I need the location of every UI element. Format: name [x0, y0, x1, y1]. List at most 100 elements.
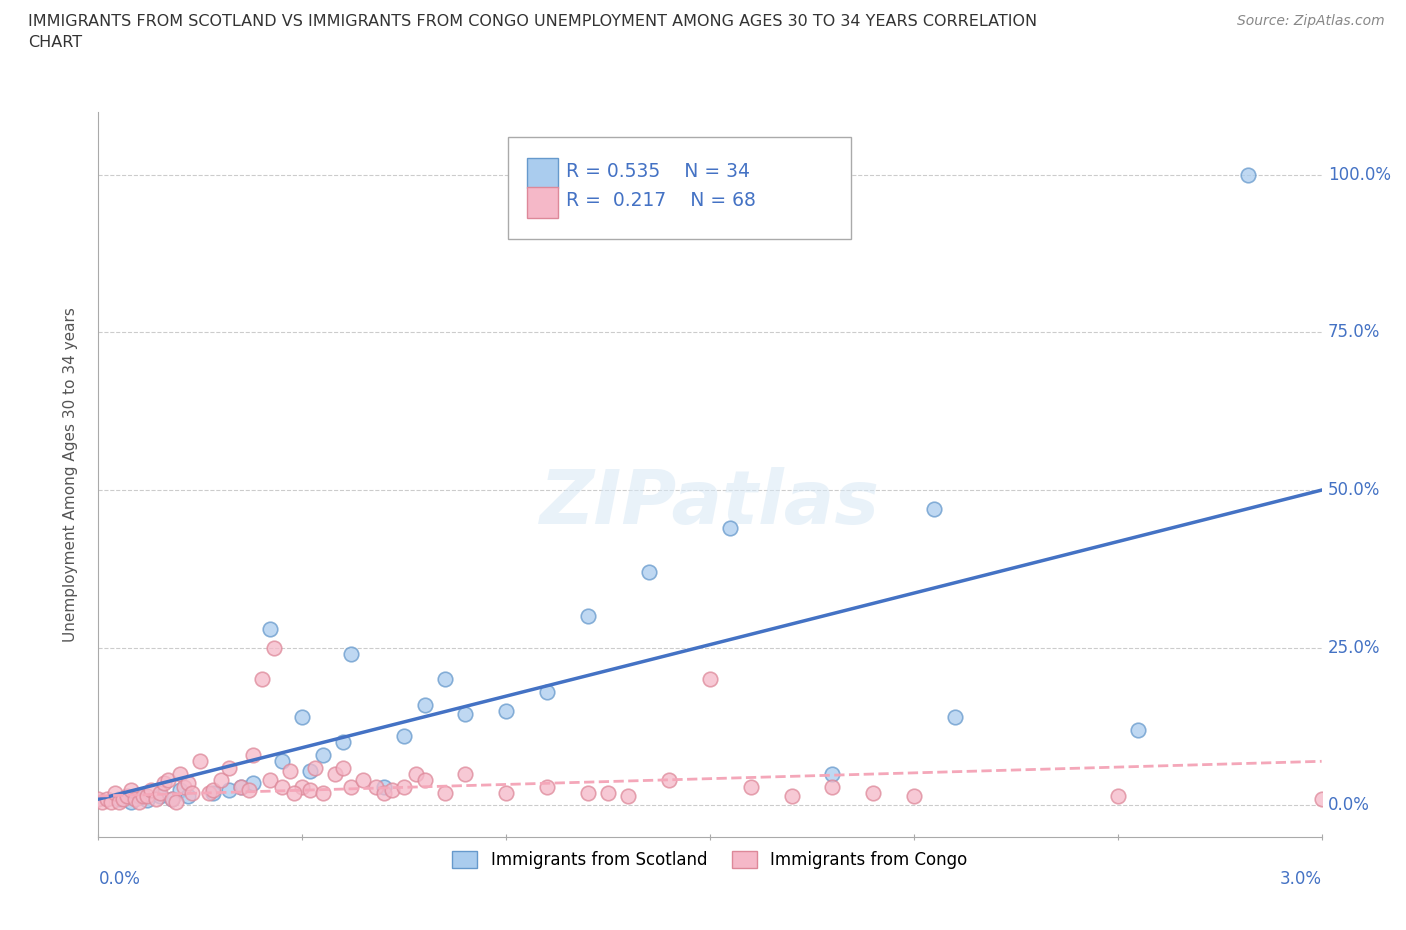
Point	[304, 760, 326, 775]
Point	[495, 703, 517, 718]
Point	[433, 786, 456, 801]
Point	[152, 776, 174, 790]
Text: 0.0%: 0.0%	[98, 870, 141, 887]
Point	[381, 782, 404, 797]
Point	[291, 710, 314, 724]
Point	[495, 786, 517, 801]
Point	[96, 791, 118, 806]
Point	[201, 782, 224, 797]
Point	[108, 791, 131, 806]
Point	[270, 779, 292, 794]
Point	[699, 671, 721, 686]
Point	[263, 641, 285, 656]
Point	[141, 782, 163, 797]
Point	[181, 786, 204, 801]
Point	[229, 779, 253, 794]
Point	[536, 779, 558, 794]
Point	[862, 786, 884, 801]
Point	[124, 791, 146, 806]
Point	[352, 773, 374, 788]
Point	[1126, 723, 1149, 737]
Point	[943, 710, 966, 724]
Point	[299, 764, 322, 778]
Point	[229, 779, 253, 794]
Point	[740, 779, 762, 794]
Point	[259, 621, 281, 636]
Point	[718, 521, 742, 536]
Point	[413, 698, 436, 712]
Point	[160, 791, 183, 806]
Point	[405, 766, 427, 781]
Point	[128, 795, 150, 810]
Point	[637, 565, 661, 579]
Point	[340, 779, 363, 794]
Point	[128, 789, 150, 804]
Point	[1107, 789, 1129, 804]
Point	[115, 789, 138, 804]
Point	[197, 786, 219, 801]
Point	[780, 789, 803, 804]
Point	[576, 609, 599, 624]
Text: 0.0%: 0.0%	[1327, 796, 1369, 815]
Point	[332, 760, 354, 775]
Point	[136, 789, 159, 804]
Point	[373, 786, 395, 801]
Text: 100.0%: 100.0%	[1327, 166, 1391, 184]
Point	[332, 735, 354, 750]
Point	[392, 728, 416, 743]
Point	[218, 760, 240, 775]
Point	[364, 779, 387, 794]
Point	[160, 791, 183, 806]
Point	[100, 795, 122, 810]
Point	[658, 773, 681, 788]
Point	[173, 779, 195, 794]
Legend: Immigrants from Scotland, Immigrants from Congo: Immigrants from Scotland, Immigrants fro…	[446, 844, 974, 876]
Point	[311, 748, 335, 763]
Point	[132, 789, 155, 804]
Point	[156, 773, 179, 788]
Text: 50.0%: 50.0%	[1327, 481, 1381, 499]
Point	[1237, 167, 1260, 182]
Point	[242, 776, 264, 790]
FancyBboxPatch shape	[508, 137, 851, 239]
Point	[91, 795, 114, 810]
Point	[120, 782, 142, 797]
Point	[149, 786, 172, 801]
Text: 25.0%: 25.0%	[1327, 639, 1381, 657]
Point	[1310, 791, 1333, 806]
Point	[340, 646, 363, 661]
Point	[903, 789, 925, 804]
Point	[454, 766, 477, 781]
Point	[596, 786, 619, 801]
Text: Source: ZipAtlas.com: Source: ZipAtlas.com	[1237, 14, 1385, 28]
FancyBboxPatch shape	[527, 158, 558, 189]
Point	[242, 748, 264, 763]
Y-axis label: Unemployment Among Ages 30 to 34 years: Unemployment Among Ages 30 to 34 years	[63, 307, 77, 642]
Point	[145, 791, 167, 806]
Point	[111, 791, 134, 806]
Point	[238, 782, 260, 797]
Point	[250, 671, 273, 686]
Point	[311, 786, 335, 801]
Point	[165, 795, 187, 810]
Text: 3.0%: 3.0%	[1279, 870, 1322, 887]
Text: IMMIGRANTS FROM SCOTLAND VS IMMIGRANTS FROM CONGO UNEMPLOYMENT AMONG AGES 30 TO : IMMIGRANTS FROM SCOTLAND VS IMMIGRANTS F…	[28, 14, 1038, 50]
Point	[209, 773, 232, 788]
Point	[188, 754, 211, 769]
Point	[120, 795, 142, 810]
Point	[413, 773, 436, 788]
Point	[87, 791, 110, 806]
FancyBboxPatch shape	[527, 187, 558, 218]
Text: R =  0.217    N = 68: R = 0.217 N = 68	[565, 192, 755, 210]
Point	[278, 764, 301, 778]
Point	[270, 754, 292, 769]
Point	[454, 707, 477, 722]
Point	[201, 786, 224, 801]
Point	[576, 786, 599, 801]
Point	[169, 782, 191, 797]
Point	[177, 776, 200, 790]
Point	[922, 501, 945, 516]
Text: R = 0.535    N = 34: R = 0.535 N = 34	[565, 163, 749, 181]
Point	[291, 779, 314, 794]
Text: ZIPatlas: ZIPatlas	[540, 467, 880, 539]
